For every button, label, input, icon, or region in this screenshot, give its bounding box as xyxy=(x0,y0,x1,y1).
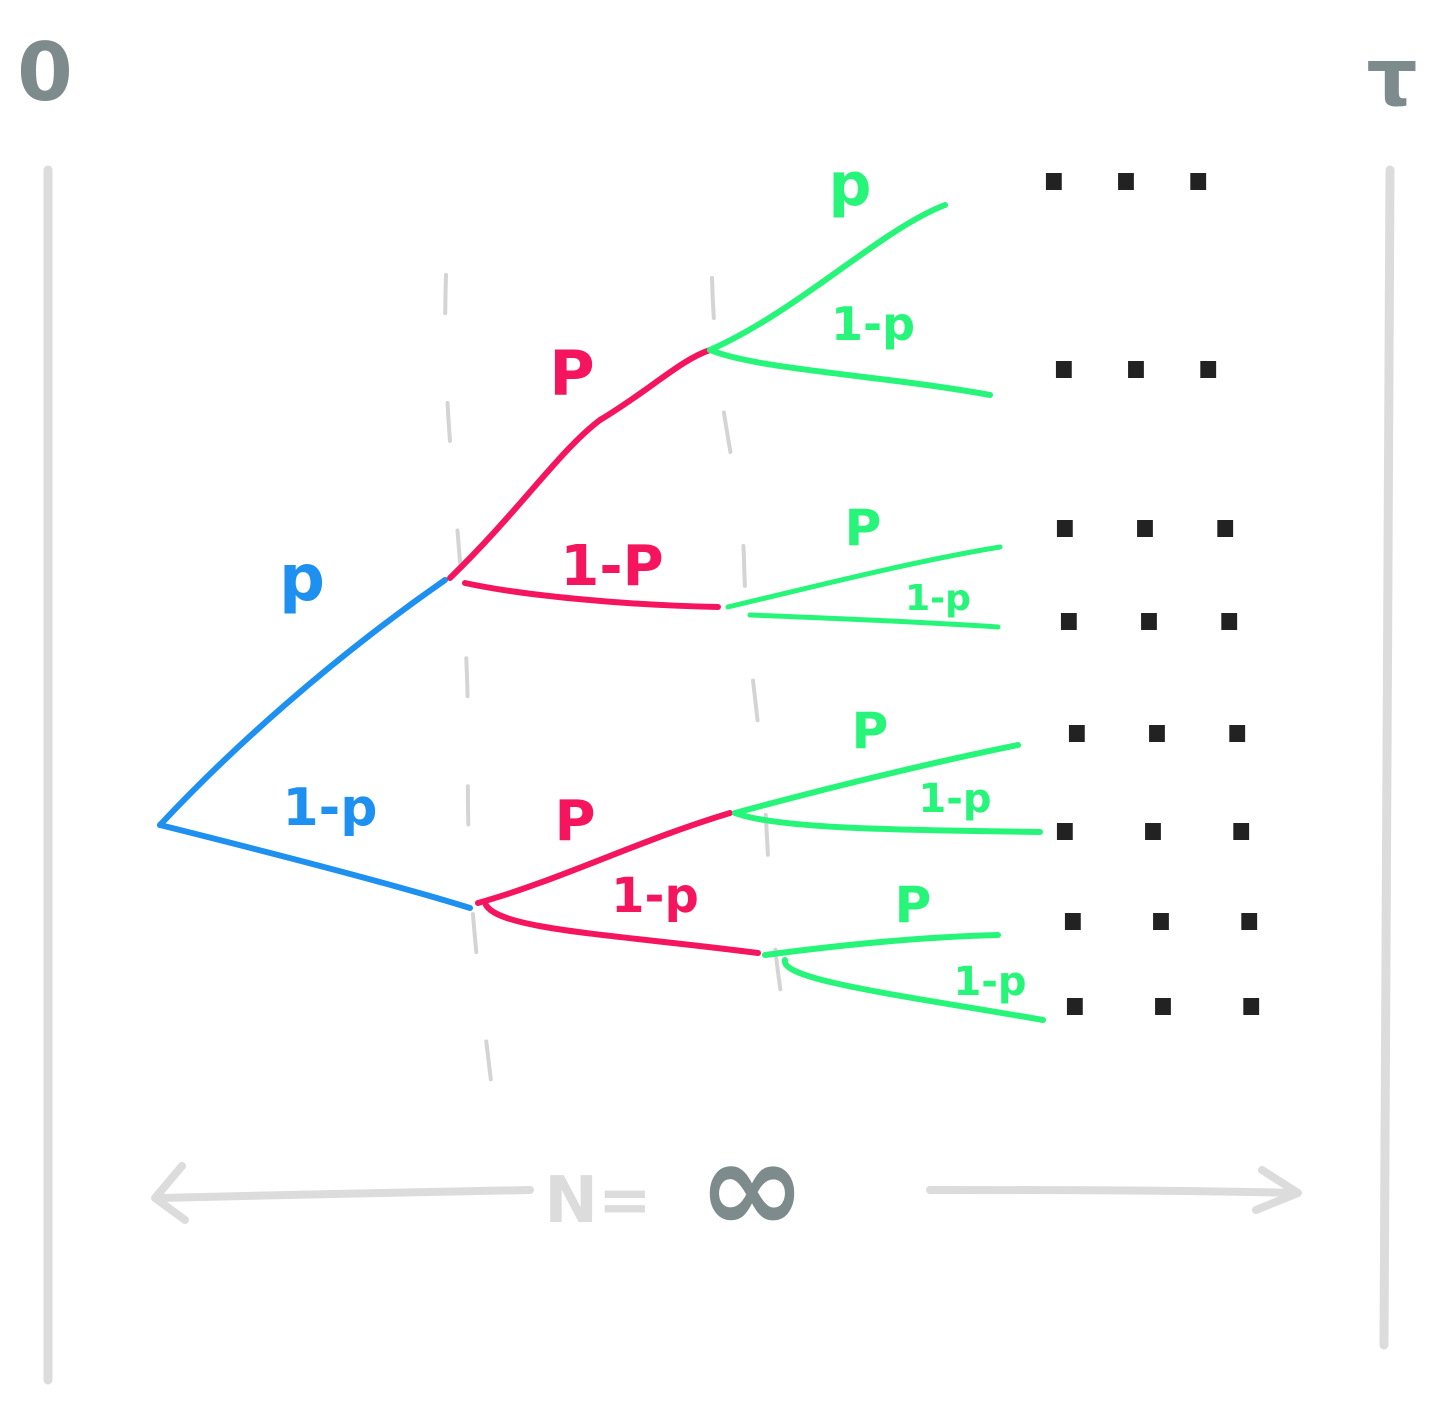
label-l3b-up: P xyxy=(845,499,882,557)
step-count-prefix: N= xyxy=(544,1164,651,1238)
start-time-label: 0 xyxy=(17,26,73,119)
branch-l3c-up xyxy=(732,742,1021,816)
label-l3c-up: P xyxy=(852,702,889,760)
branch-l3a-down xyxy=(707,347,993,398)
branch-l3c-down xyxy=(732,810,1043,835)
continuation-row-1: ... xyxy=(1037,107,1254,212)
branch-l2b-down xyxy=(483,902,761,956)
label-l1-down: 1-p xyxy=(283,778,378,838)
continuation-row-5: ... xyxy=(1060,659,1301,764)
continuation-row-4: ... xyxy=(1052,547,1293,652)
branch-l3d-up xyxy=(762,932,1001,958)
branch-l2b-up xyxy=(475,810,733,906)
continuation-row-3: ... xyxy=(1048,454,1289,559)
label-l3b-down: 1-p xyxy=(905,578,971,619)
branch-l2a-up xyxy=(447,347,713,581)
span-arrow-right xyxy=(926,1166,1302,1214)
continuation-row-8: ... xyxy=(1058,932,1323,1037)
branch-l1-down xyxy=(157,822,473,911)
label-l2a-down: 1-P xyxy=(560,534,663,599)
end-boundary-line xyxy=(1379,165,1395,1350)
step-count-value: ∞ xyxy=(698,1111,806,1263)
branch-l2a-down xyxy=(462,580,721,610)
branch-l3b-up xyxy=(725,544,1003,610)
label-l3a-up: p xyxy=(829,150,872,220)
label-l2b-up: P xyxy=(554,789,595,854)
continuation-row-2: ... xyxy=(1047,295,1264,400)
branch-l3b-down xyxy=(747,612,1001,630)
continuation-row-6: ... xyxy=(1048,757,1313,862)
label-l2a-up: P xyxy=(549,337,594,410)
label-l3d-down: 1-p xyxy=(953,959,1026,1005)
label-l3c-down: 1-p xyxy=(918,776,991,822)
branch-l3a-up xyxy=(707,202,948,353)
continuation-row-7: ... xyxy=(1056,847,1321,952)
end-time-label: τ xyxy=(1366,31,1417,124)
branch-l3d-down xyxy=(782,957,1046,1023)
label-l2b-down: 1-p xyxy=(611,868,699,924)
span-arrow-left xyxy=(151,1162,534,1224)
label-l3a-down: 1-p xyxy=(831,297,915,351)
branch-l1-up xyxy=(157,577,448,828)
label-l1-up: p xyxy=(279,542,325,616)
continuation-dots: ... ... ... ... ... ... ... ... xyxy=(1037,107,1323,1037)
time-step-guide-1 xyxy=(443,273,494,1092)
label-l3d-up: P xyxy=(895,876,932,934)
time-step-guide-2 xyxy=(710,276,794,1052)
